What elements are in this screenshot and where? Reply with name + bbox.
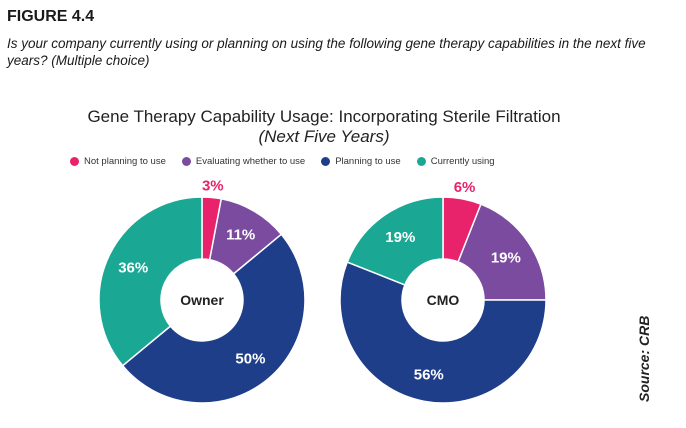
slice-cmo-currently-using — [346, 196, 444, 286]
legend-label-not-planning: Not planning to use — [84, 155, 166, 167]
chart-title: Gene Therapy Capability Usage: Incorpora… — [87, 107, 561, 126]
data-label-owner-evaluating: 11% — [226, 227, 255, 244]
legend-swatch-currently-using — [416, 156, 426, 166]
data-label-cmo-currently-using: 19% — [385, 229, 415, 246]
legend-swatch-evaluating — [181, 156, 191, 166]
legend-item-not-planning: Not planning to use — [70, 156, 166, 167]
legend-label-currently-using: Currently using — [430, 155, 495, 167]
source-credit: Source: CRB — [636, 315, 652, 402]
slice-cmo-evaluating — [457, 203, 547, 301]
figure-label: FIGURE 4.4 — [7, 8, 95, 25]
data-label-owner-planning: 50% — [235, 351, 265, 368]
legend-label-evaluating: Evaluating whether to use — [195, 155, 306, 167]
legend-item-planning: Planning to use — [321, 156, 401, 167]
data-label-cmo-planning: 56% — [414, 367, 444, 384]
data-label-owner-not-planning: 3% — [202, 178, 224, 195]
legend-item-evaluating: Evaluating whether to use — [181, 155, 306, 167]
legend-label-planning: Planning to use — [335, 155, 401, 167]
survey-question: Is your company currently using or plann… — [7, 36, 646, 68]
data-label-cmo-not-planning: 6% — [454, 179, 476, 196]
slice-owner-planning — [121, 233, 306, 404]
donut-cmo: 6% 19% 56% 19% CMO — [339, 179, 547, 404]
legend-swatch-not-planning — [70, 156, 79, 166]
data-label-owner-currently-using: 36% — [118, 260, 148, 277]
donut-center-label-owner: Owner — [180, 292, 224, 308]
legend-item-currently-using: Currently using — [416, 155, 495, 167]
donut-center-label-cmo: CMO — [427, 292, 460, 308]
chart-subtitle: (Next Five Years) — [258, 127, 390, 146]
slice-owner-currently-using — [98, 196, 203, 367]
donut-owner: 3% 11% 50% 36% Owner — [98, 178, 306, 404]
legend-swatch-planning — [321, 156, 331, 166]
slice-cmo-planning — [339, 261, 547, 404]
data-label-cmo-evaluating: 19% — [491, 249, 521, 266]
chart-legend: Not planning to use Evaluating whether t… — [70, 154, 511, 168]
